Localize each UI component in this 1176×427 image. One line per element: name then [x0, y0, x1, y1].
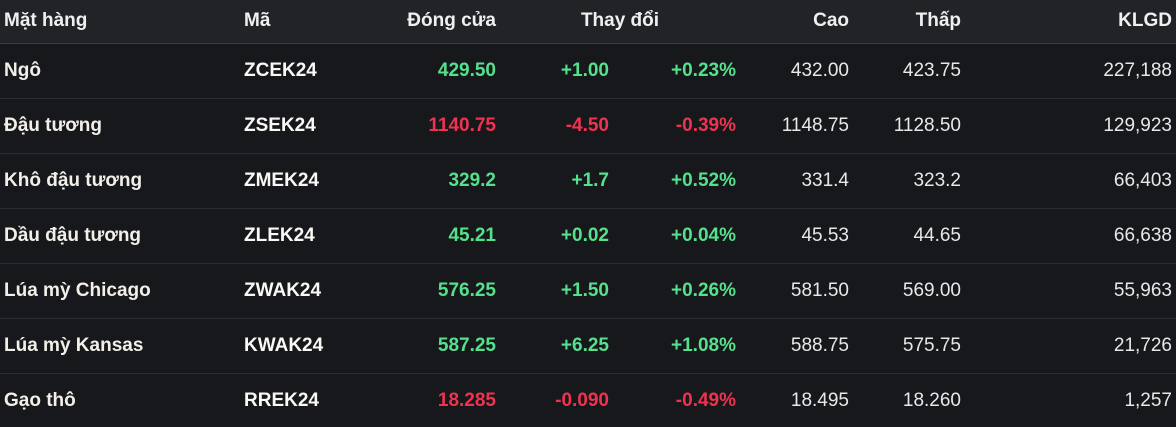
volume: 129,923 [965, 97, 1176, 153]
volume: 21,726 [965, 317, 1176, 373]
commodity-name: Đậu tương [0, 97, 240, 153]
high-price: 432.00 [790, 59, 849, 81]
ticker-code: KWAK24 [240, 317, 370, 373]
header-high: Cao [740, 0, 853, 44]
table-row[interactable]: Gạo thô RREK24 18.285 -0.090 -0.49% 18.4… [0, 372, 1176, 427]
table-row[interactable]: Đậu tương ZSEK24 1140.75 -4.50 -0.39% 11… [0, 97, 1176, 153]
close-price: 429.50 [437, 59, 496, 81]
high-price: 331.4 [740, 152, 853, 208]
volume: 66,638 [965, 207, 1176, 263]
commodity-name: Lúa mỳ Kansas [0, 317, 240, 373]
commodity-name: Khô đậu tương [0, 152, 240, 208]
table-row[interactable]: Ngô ZCEK24 429.50 +1.00 +0.23% 432.00 42… [0, 43, 1176, 98]
close-price: 1140.75 [370, 97, 500, 153]
change-percent: +1.08% [613, 317, 740, 373]
high-price: 588.75 [740, 317, 853, 373]
commodity-name: Dầu đậu tương [0, 207, 240, 263]
ticker-code: RREK24 [240, 372, 370, 427]
high-price: 581.50 [740, 262, 853, 318]
change-value: +6.25 [500, 317, 613, 373]
low-price: 575.75 [853, 317, 965, 373]
close-price: 576.25 [370, 262, 500, 318]
ticker-code: ZLEK24 [240, 207, 370, 263]
table-row[interactable]: Lúa mỳ Chicago ZWAK24 576.25 +1.50 +0.26… [0, 262, 1176, 318]
ticker-code: ZCEK24 [244, 59, 317, 81]
table-row[interactable]: Khô đậu tương ZMEK24 329.2 +1.7 +0.52% 3… [0, 152, 1176, 208]
low-price: 423.75 [902, 59, 961, 81]
ticker-code: ZWAK24 [240, 262, 370, 318]
commodity-name: Lúa mỳ Chicago [0, 262, 240, 318]
header-commodity: Mặt hàng [0, 0, 240, 44]
close-price: 329.2 [370, 152, 500, 208]
header-volume: KLGD [965, 0, 1176, 44]
close-price: 587.25 [370, 317, 500, 373]
change-value: -0.090 [500, 372, 613, 427]
header-code: Mã [240, 0, 370, 44]
change-value: +1.7 [500, 152, 613, 208]
high-price: 18.495 [740, 372, 853, 427]
ticker-code: ZMEK24 [240, 152, 370, 208]
header-low: Thấp [853, 0, 965, 44]
high-price: 1148.75 [740, 97, 853, 153]
change-value: +0.02 [500, 207, 613, 263]
table-row[interactable]: Lúa mỳ Kansas KWAK24 587.25 +6.25 +1.08%… [0, 317, 1176, 373]
header-close: Đóng cửa [370, 0, 500, 44]
low-price: 18.260 [853, 372, 965, 427]
change-value: +1.50 [500, 262, 613, 318]
change-percent: +0.26% [613, 262, 740, 318]
change-percent: -0.49% [613, 372, 740, 427]
volume: 55,963 [965, 262, 1176, 318]
close-price: 45.21 [370, 207, 500, 263]
change-percent: +0.52% [613, 152, 740, 208]
close-price: 18.285 [370, 372, 500, 427]
change-percent: +0.23% [671, 59, 736, 81]
change-value: -4.50 [500, 97, 613, 153]
commodity-name: Gạo thô [0, 372, 240, 427]
volume: 1,257 [965, 372, 1176, 427]
change-percent: -0.39% [613, 97, 740, 153]
low-price: 1128.50 [853, 97, 965, 153]
low-price: 323.2 [853, 152, 965, 208]
volume: 66,403 [965, 152, 1176, 208]
change-value: +1.00 [560, 59, 609, 81]
header-change: Thay đổi [500, 0, 740, 44]
volume: 227,188 [1103, 59, 1172, 81]
change-percent: +0.04% [613, 207, 740, 263]
table-header-row: Mặt hàng Mã Đóng cửa Thay đổi Cao Thấp K… [0, 0, 1176, 44]
low-price: 569.00 [853, 262, 965, 318]
commodity-name: Ngô [4, 59, 41, 81]
high-price: 45.53 [740, 207, 853, 263]
low-price: 44.65 [853, 207, 965, 263]
ticker-code: ZSEK24 [240, 97, 370, 153]
table-row[interactable]: Dầu đậu tương ZLEK24 45.21 +0.02 +0.04% … [0, 207, 1176, 263]
